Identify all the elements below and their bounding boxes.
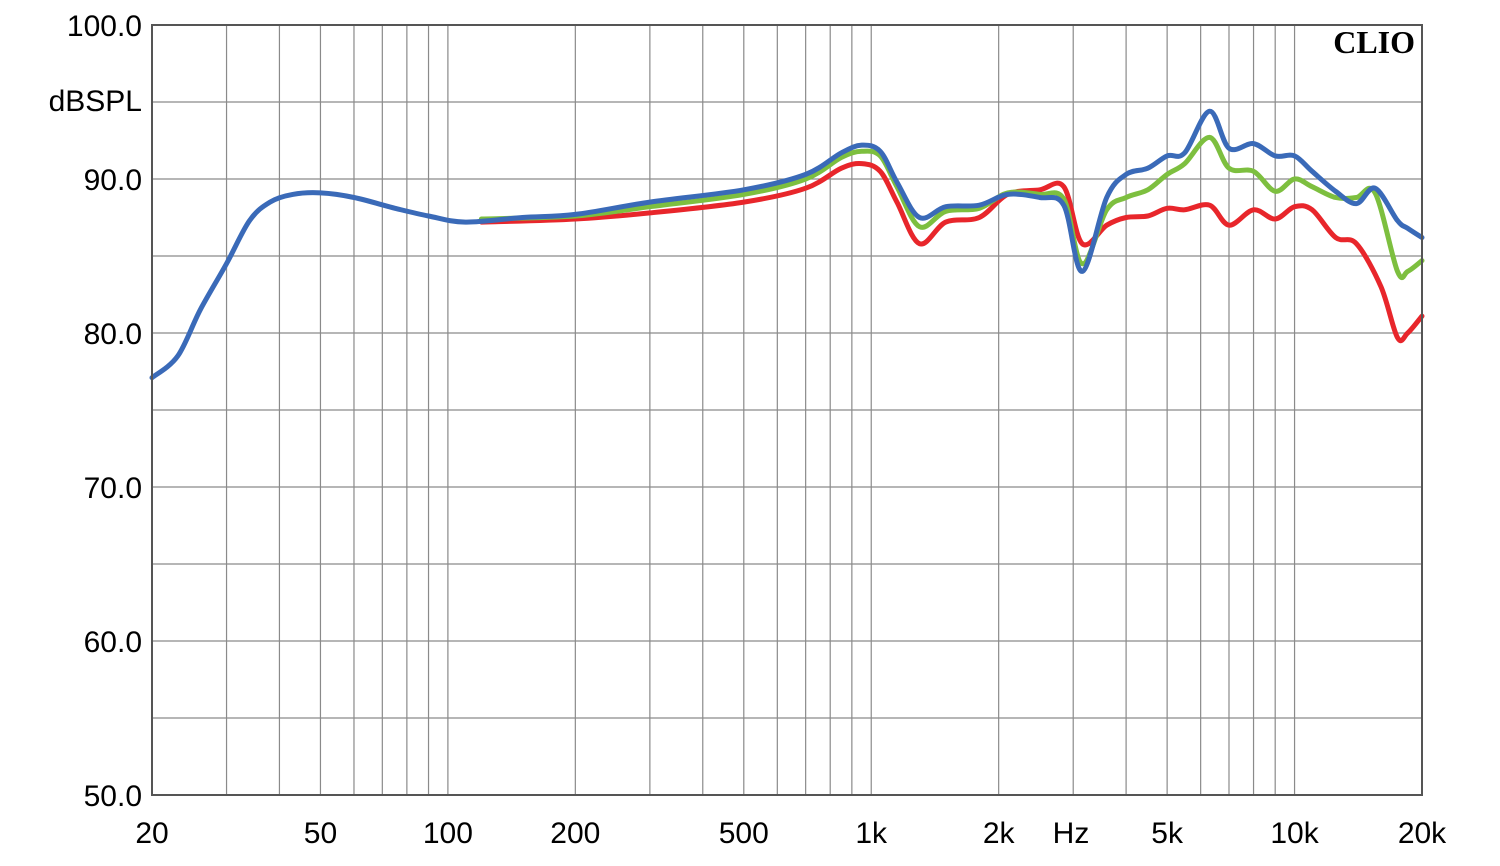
x-tick-label: 5k (1151, 817, 1184, 850)
x-tick-label: 20k (1398, 817, 1447, 850)
x-tick-label: 100 (423, 817, 473, 850)
x-axis-unit-label: Hz (1053, 817, 1090, 850)
y-tick-label: 100.0 (67, 10, 142, 43)
x-tick-label: 200 (550, 817, 600, 850)
series-line-1 (478, 160, 1425, 344)
y-tick-label: 80.0 (84, 318, 142, 351)
grid-lines (152, 25, 1422, 795)
y-tick-label: 90.0 (84, 164, 142, 197)
series-line-2 (478, 134, 1425, 281)
series-line-3 (149, 108, 1425, 381)
plot-frame (151, 24, 1423, 796)
x-tick-label: 1k (855, 817, 888, 850)
series-layer (149, 108, 1425, 381)
x-tick-label: 500 (719, 817, 769, 850)
clio-logo: CLIO (1333, 24, 1415, 60)
y-axis-unit-label: dBSPL (49, 85, 142, 118)
y-tick-labels: 100.0 90.0 80.0 70.0 60.0 50.0 (67, 10, 142, 813)
y-tick-label: 70.0 (84, 472, 142, 505)
y-tick-label: 60.0 (84, 626, 142, 659)
x-tick-label: 2k (983, 817, 1016, 850)
x-tick-label: 10k (1270, 817, 1319, 850)
x-tick-label: 50 (304, 817, 337, 850)
x-tick-labels: 20 50 100 200 500 1k 2k 5k 10k 20k (135, 817, 1447, 850)
x-tick-label: 20 (135, 817, 168, 850)
y-tick-label: 50.0 (84, 780, 142, 813)
